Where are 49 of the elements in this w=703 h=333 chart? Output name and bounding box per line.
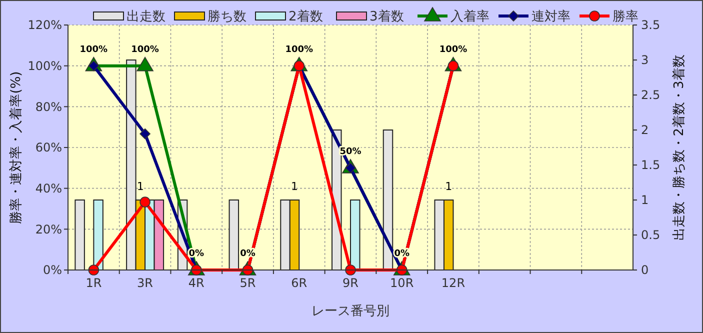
data-label: 100% bbox=[285, 44, 314, 55]
x-tick-label: 6R bbox=[291, 276, 308, 290]
y-tick-label: 40% bbox=[35, 182, 62, 196]
y2-tick-label: 1 bbox=[641, 193, 649, 208]
x-tick-label: 10R bbox=[390, 276, 414, 290]
y-tick-label: 120% bbox=[28, 18, 62, 32]
point bbox=[136, 56, 154, 72]
x-tick-label: 12R bbox=[441, 276, 466, 290]
y-tick-label: 60% bbox=[35, 140, 62, 155]
data-label: 1 bbox=[291, 180, 298, 193]
y2-tick-label: 0 bbox=[641, 263, 649, 278]
legend-label: 勝ち数 bbox=[208, 10, 246, 25]
y-axis-title: 勝率・連対率・入着率(%) bbox=[8, 71, 24, 224]
legend-label: 3着数 bbox=[370, 8, 404, 25]
point bbox=[140, 128, 150, 140]
data-label: 1 bbox=[136, 180, 144, 193]
y2-tick-label: 2.5 bbox=[641, 88, 660, 102]
bar bbox=[93, 200, 104, 270]
x-tick-label: 5R bbox=[240, 276, 256, 290]
data-label: 100% bbox=[439, 44, 468, 55]
bar bbox=[382, 130, 394, 270]
y2-axis-title: 出走数・勝ち数・2着数・3着数 bbox=[671, 54, 687, 240]
y2-tick-label: 3 bbox=[641, 53, 649, 68]
y2-tick-label: 1.5 bbox=[641, 158, 660, 172]
bar bbox=[228, 200, 240, 270]
legend-label: 出走数 bbox=[126, 10, 166, 25]
data-label: 100% bbox=[80, 44, 108, 55]
x-tick-label: 3R bbox=[137, 276, 154, 290]
legend-label: 2着数 bbox=[288, 8, 323, 25]
y-tick-label: 20% bbox=[35, 222, 62, 236]
x-tick-label: 4R bbox=[188, 276, 204, 290]
point bbox=[345, 264, 356, 276]
x-axis-title: レース番号別 bbox=[312, 304, 390, 319]
bar bbox=[350, 200, 360, 270]
legend-label: 連対率 bbox=[532, 8, 570, 25]
point bbox=[140, 196, 150, 208]
legend-label: 入着率 bbox=[450, 8, 490, 25]
data-label: 100% bbox=[131, 44, 159, 55]
y-tick-label: 80% bbox=[35, 100, 62, 114]
y2-tick-label: 3.5 bbox=[641, 18, 660, 32]
y-tick-label: 100% bbox=[28, 59, 62, 74]
legend-label: 勝率 bbox=[612, 8, 638, 25]
bar bbox=[74, 200, 85, 270]
data-label: 1 bbox=[445, 180, 452, 193]
y2-tick-label: 0.5 bbox=[641, 228, 660, 242]
y2-tick-label: 2 bbox=[641, 123, 649, 138]
y-tick-label: 0% bbox=[42, 263, 62, 278]
x-tick-label: 1R bbox=[86, 276, 102, 290]
x-tick-label: 9R bbox=[342, 276, 358, 290]
